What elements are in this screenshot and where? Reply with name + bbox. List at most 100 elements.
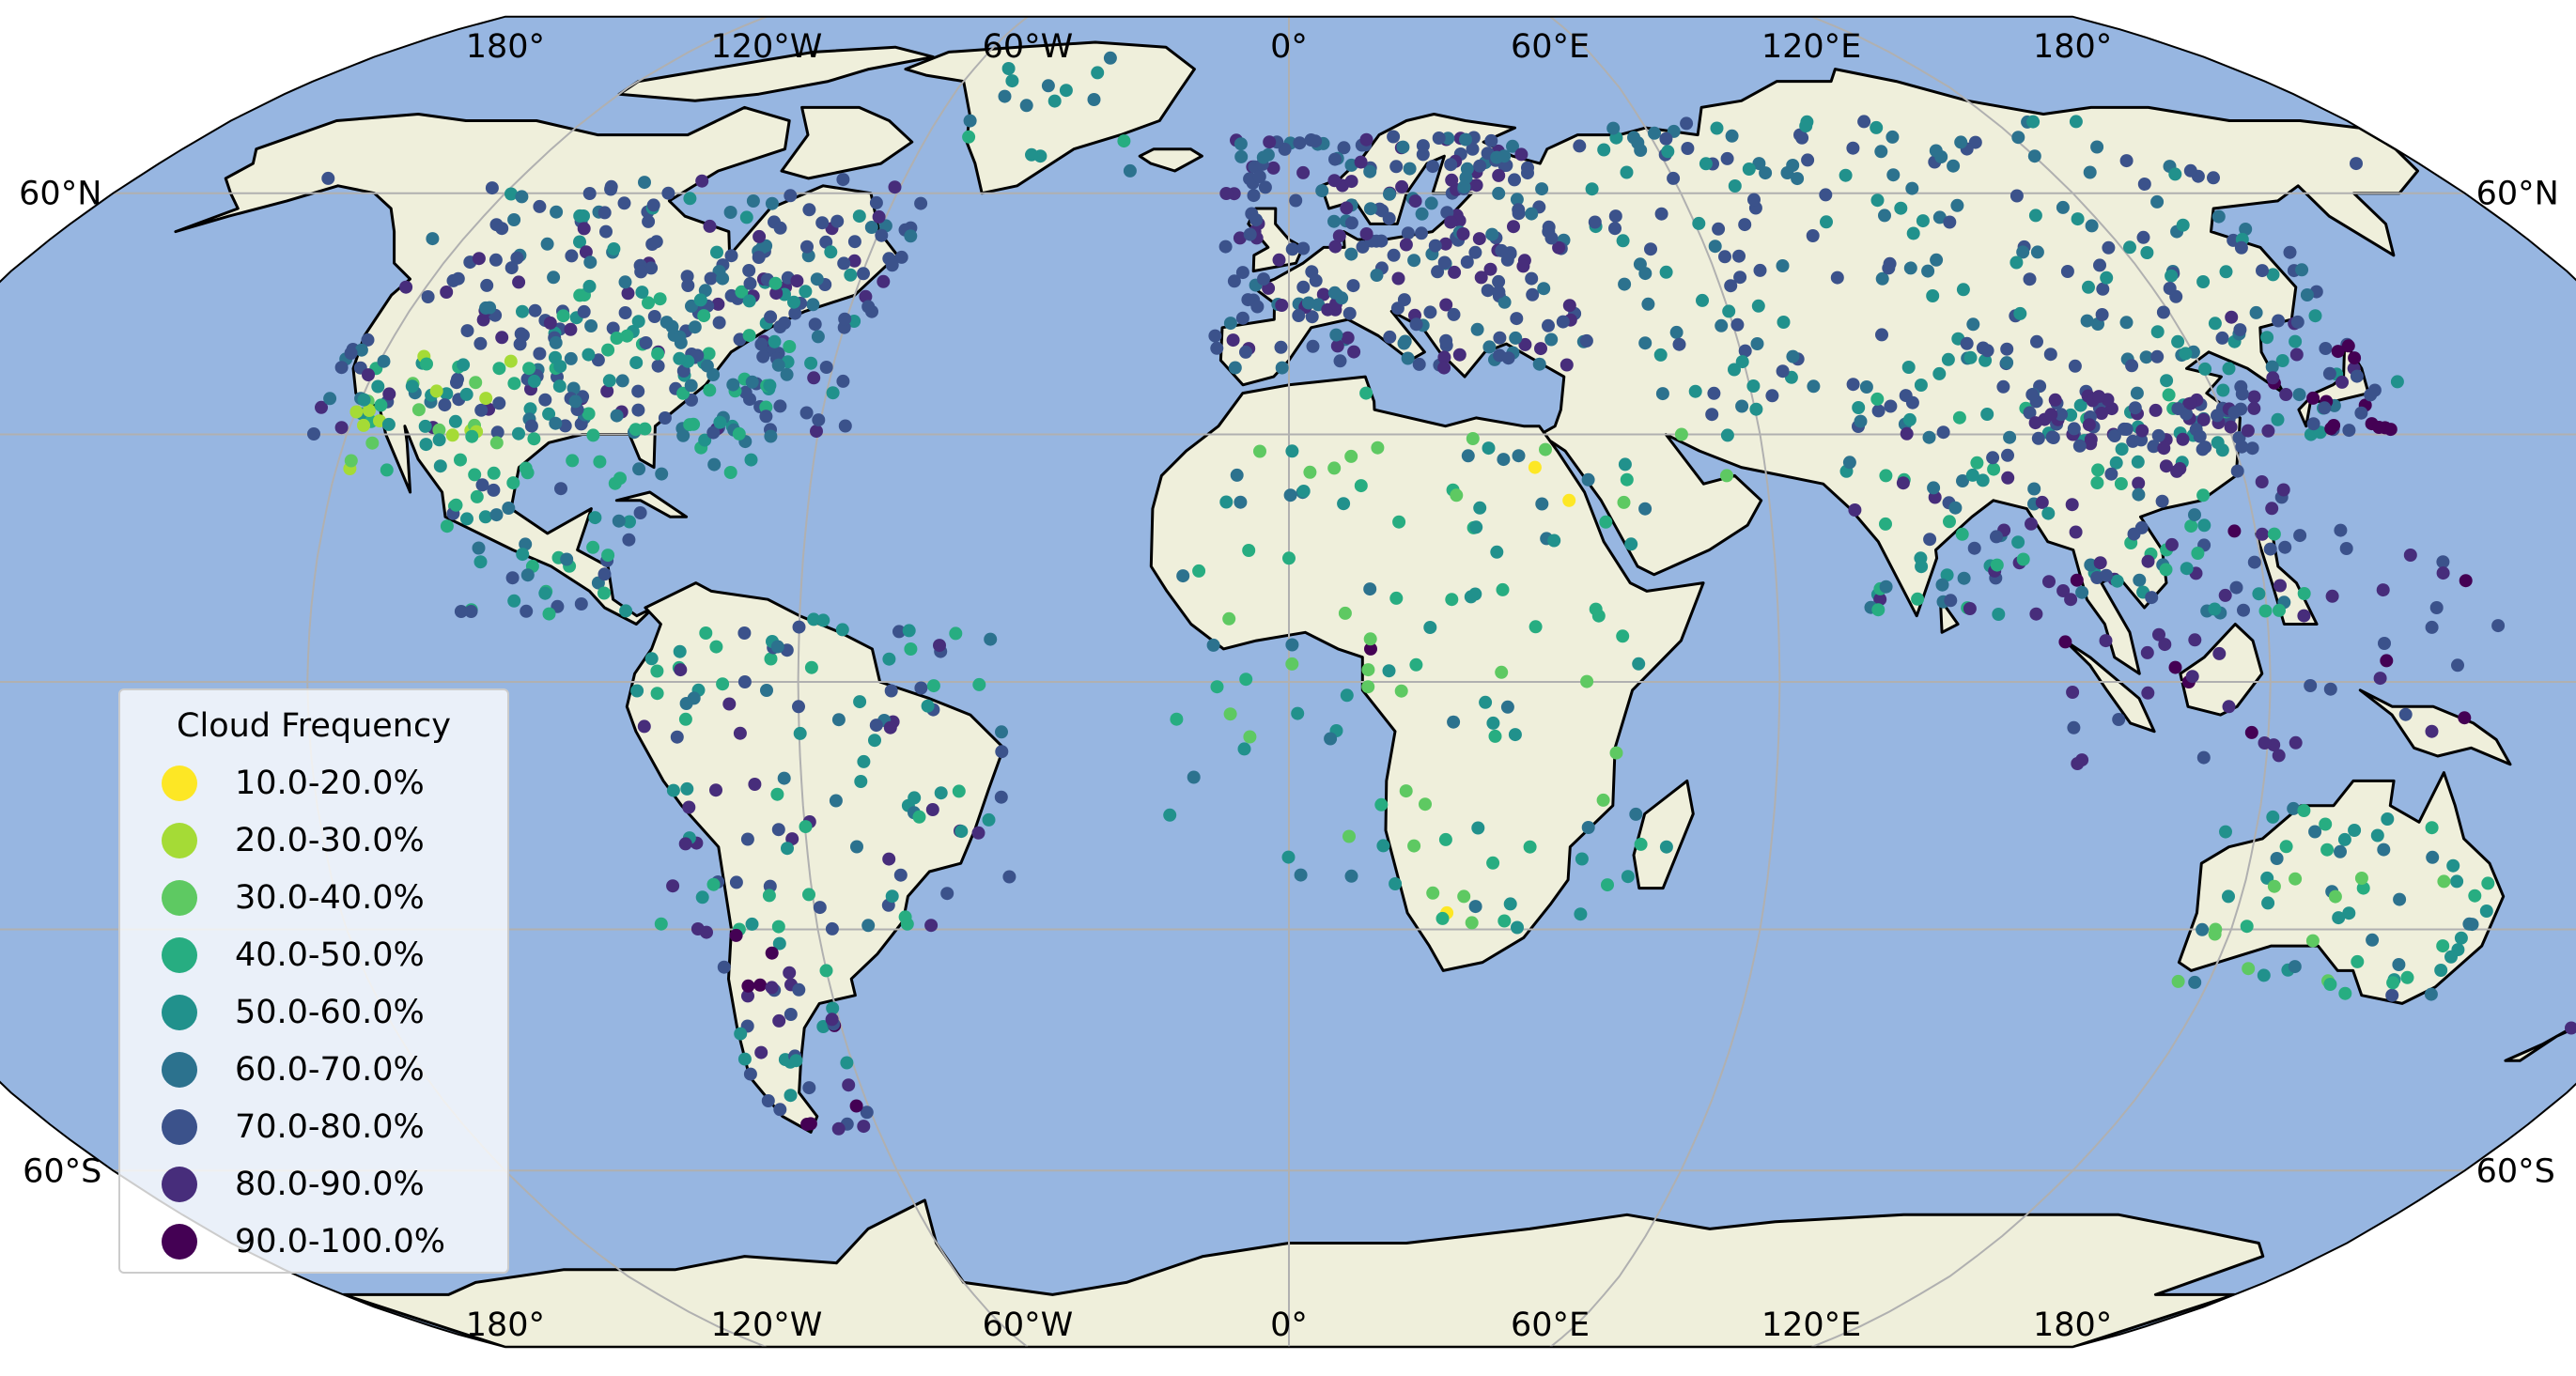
station-point: [2055, 408, 2068, 422]
station-point: [695, 890, 709, 904]
station-point: [753, 229, 767, 243]
station-point: [2373, 672, 2387, 686]
station-point: [1503, 897, 1517, 911]
station-point: [2090, 476, 2104, 489]
station-point: [2305, 934, 2320, 948]
station-point: [1466, 142, 1480, 156]
station-point: [512, 426, 525, 441]
station-point: [472, 252, 486, 266]
station-point: [2247, 555, 2261, 569]
station-point: [1484, 133, 1498, 147]
station-point: [1466, 432, 1480, 445]
station-point: [722, 697, 737, 711]
station-point: [1839, 168, 1853, 182]
station-point: [474, 403, 489, 417]
station-point: [1344, 175, 1358, 189]
station-point: [1965, 468, 1979, 482]
station-point: [1459, 132, 1472, 147]
station-point: [1237, 742, 1251, 756]
station-point: [2444, 950, 2458, 964]
station-point: [1963, 602, 1977, 615]
station-point: [1906, 226, 1920, 240]
station-point: [1927, 481, 1941, 495]
station-point: [934, 786, 948, 800]
station-point: [1328, 240, 1342, 254]
station-point: [2056, 200, 2070, 214]
station-point: [1091, 66, 1105, 80]
station-point: [445, 428, 459, 442]
station-point: [618, 306, 632, 319]
station-point: [2023, 406, 2037, 420]
station-point: [1915, 560, 1929, 574]
station-point: [804, 356, 818, 370]
station-point: [1473, 159, 1487, 173]
station-point: [361, 332, 375, 347]
station-point: [1936, 425, 1950, 440]
station-point: [2244, 725, 2258, 739]
station-point: [2337, 832, 2351, 846]
station-point: [1426, 886, 1440, 900]
station-point: [2279, 388, 2293, 401]
station-point: [1507, 220, 1520, 234]
station-point: [2339, 542, 2353, 555]
station-point: [647, 310, 661, 323]
left-lat-label: 60°N: [19, 176, 101, 213]
station-point: [633, 506, 647, 519]
station-point: [487, 483, 501, 497]
station-point: [1465, 916, 1479, 930]
station-point: [1376, 839, 1390, 853]
station-point: [861, 300, 876, 314]
station-point: [2168, 167, 2182, 181]
station-point: [995, 745, 1009, 759]
station-point: [1806, 229, 1820, 242]
station-point: [1648, 126, 1661, 140]
station-point: [2215, 331, 2229, 345]
station-point: [2067, 422, 2081, 436]
station-point: [2027, 482, 2041, 496]
station-point: [769, 286, 784, 301]
station-point: [1496, 582, 1510, 596]
land-new-zealand: [2504, 961, 2576, 1062]
station-point: [825, 1013, 839, 1027]
station-point: [472, 541, 486, 555]
station-point: [357, 418, 370, 432]
station-point: [1950, 198, 1964, 212]
station-point: [2163, 282, 2177, 295]
station-point: [2356, 881, 2370, 895]
station-point: [2207, 171, 2220, 185]
station-point: [2468, 889, 2482, 903]
station-point: [924, 919, 939, 933]
station-point: [792, 982, 806, 997]
station-point: [2157, 441, 2171, 456]
station-point: [1439, 298, 1453, 312]
station-point: [1233, 231, 1247, 245]
station-point: [1901, 361, 1916, 374]
station-point: [1296, 280, 1311, 294]
station-point: [1728, 179, 1742, 193]
station-point: [623, 515, 636, 529]
station-point: [2237, 603, 2250, 617]
station-point: [1382, 664, 1396, 678]
station-point: [2322, 366, 2336, 380]
station-point: [837, 256, 851, 271]
station-point: [2162, 388, 2176, 402]
station-point: [1735, 355, 1749, 369]
station-point: [1218, 240, 1233, 254]
station-point: [857, 267, 870, 281]
legend-label: 30.0-40.0%: [235, 878, 425, 917]
station-point: [2350, 369, 2364, 383]
station-point: [2287, 801, 2301, 815]
station-point: [2016, 245, 2030, 259]
station-point: [480, 278, 494, 292]
station-point: [465, 429, 479, 443]
station-point: [579, 245, 593, 259]
station-point: [745, 375, 759, 389]
station-point: [489, 436, 504, 450]
station-point: [836, 374, 850, 388]
station-point: [1243, 227, 1257, 241]
station-point: [1932, 366, 1947, 380]
station-point: [1807, 379, 1821, 394]
station-point: [1620, 472, 1634, 487]
station-point: [763, 379, 777, 393]
station-point: [2191, 547, 2205, 560]
